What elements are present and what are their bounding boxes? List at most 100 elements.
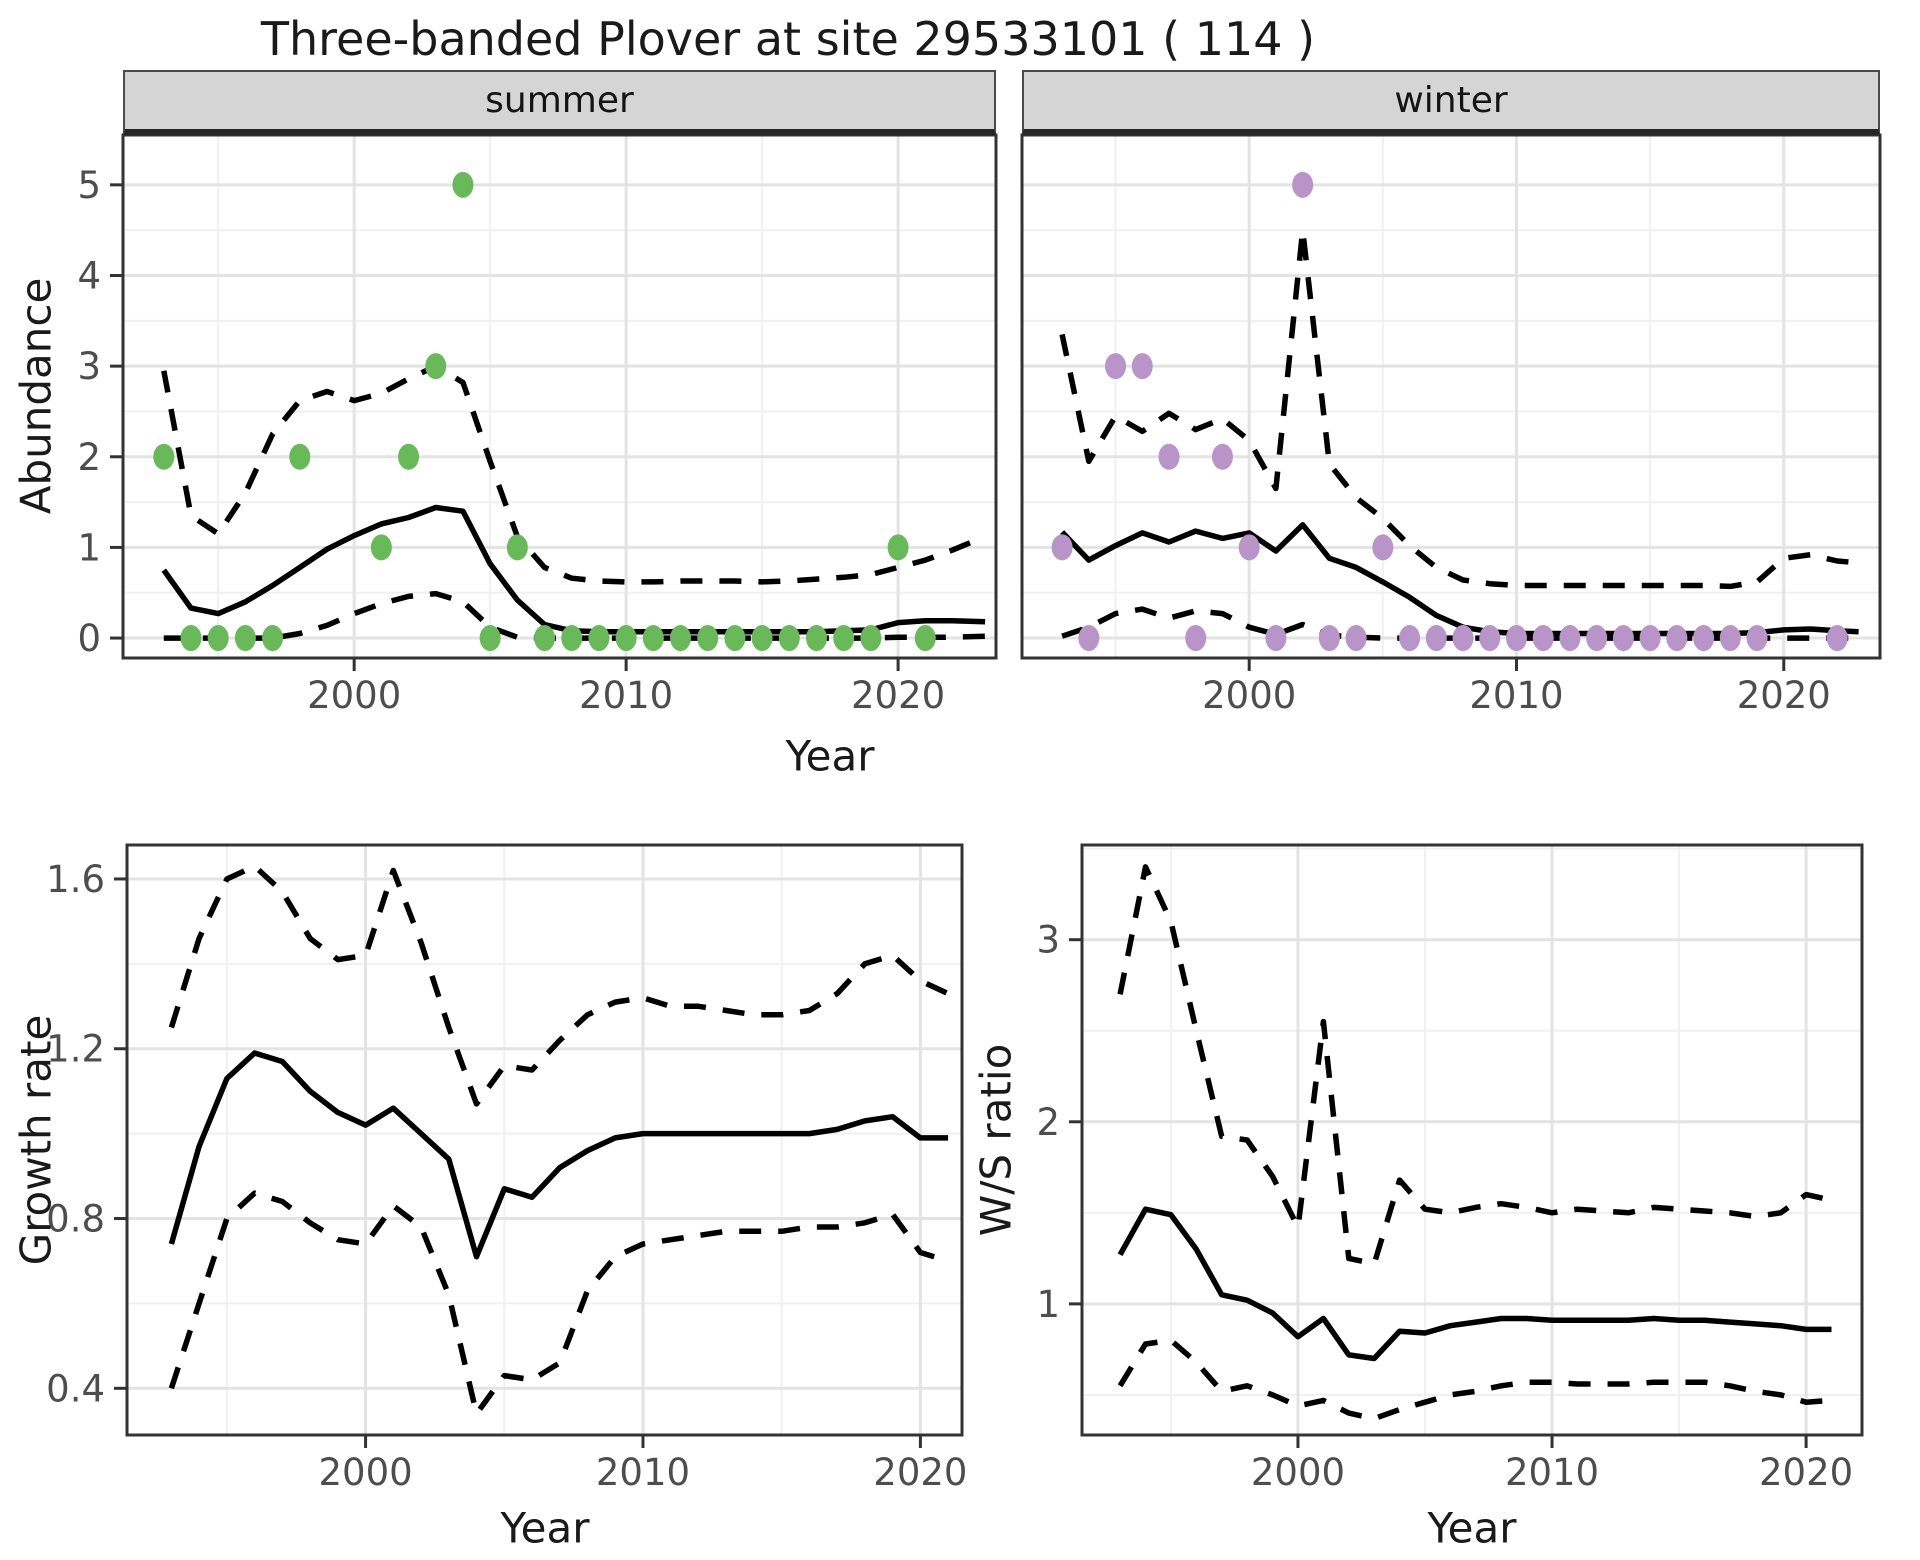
x-axis-title-year-ws: Year <box>1427 1503 1517 1553</box>
series-ci_lower <box>163 590 986 641</box>
tick-label-y: 0.4 <box>46 1367 105 1410</box>
series-fit <box>1117 1206 1832 1362</box>
data-point-winter-1993 <box>1051 534 1073 561</box>
x-axis-title-year-growth: Year <box>500 1503 590 1553</box>
data-point-winter-1998 <box>1185 625 1207 652</box>
data-point-summer-2019 <box>860 625 882 652</box>
data-point-summer-1993 <box>153 443 175 470</box>
data-point-winter-2022 <box>1826 625 1848 652</box>
data-point-summer-2003 <box>425 353 447 380</box>
tick-label-y: 1 <box>77 526 101 569</box>
data-point-winter-2002 <box>1292 171 1314 198</box>
tick-label-y: 1 <box>1036 1283 1060 1326</box>
data-point-winter-1996 <box>1131 353 1153 380</box>
tick-label-x: 2000 <box>307 674 401 717</box>
data-point-winter-2019 <box>1746 625 1768 652</box>
data-point-winter-2013 <box>1586 625 1608 652</box>
data-point-summer-1996 <box>234 625 256 652</box>
data-point-winter-2006 <box>1399 625 1421 652</box>
data-point-winter-2017 <box>1693 625 1715 652</box>
data-point-winter-2012 <box>1559 625 1581 652</box>
panel-winter: 2000 2010 2020 <box>1020 133 1882 717</box>
tick-label-x: 2010 <box>1505 1451 1599 1494</box>
tick-label-y: 2 <box>1036 1101 1060 1144</box>
data-point-summer-2006 <box>506 534 528 561</box>
panel-border <box>125 843 964 1437</box>
data-point-summer-2002 <box>398 443 420 470</box>
data-point-winter-2001 <box>1265 625 1287 652</box>
data-point-summer-1997 <box>262 625 284 652</box>
tick-label-y: 1.2 <box>46 1028 105 1071</box>
tick-label-x: 2000 <box>318 1451 412 1494</box>
panel-growth-rate: 2000 2010 2020 0.4 0.8 1.2 1.6 <box>46 843 967 1494</box>
panel-ws-ratio: 2000 2010 2020 1 2 3 <box>1036 843 1864 1494</box>
panel-border <box>1020 133 1882 660</box>
tick-label-y: 5 <box>77 164 101 207</box>
panel-bg <box>1082 845 1862 1435</box>
data-point-winter-2014 <box>1612 625 1634 652</box>
series-ci_upper <box>1059 227 1859 590</box>
data-point-summer-2008 <box>561 625 583 652</box>
data-point-summer-2021 <box>914 625 936 652</box>
y-axis-title-growth-rate: Growth rate <box>11 1014 61 1266</box>
tick-label-y: 0.8 <box>46 1198 105 1241</box>
tick-label-x: 2000 <box>1251 1451 1345 1494</box>
series-ci_lower <box>168 1190 949 1417</box>
data-point-winter-1999 <box>1211 443 1233 470</box>
panel-bg <box>127 845 962 1435</box>
tick-label-x: 2020 <box>873 1451 967 1494</box>
tick-label-y: 4 <box>77 254 101 297</box>
data-point-summer-2001 <box>370 534 392 561</box>
panel-border <box>1080 843 1864 1437</box>
data-point-summer-1994 <box>180 625 202 652</box>
data-point-winter-2003 <box>1318 625 1340 652</box>
data-point-summer-2015 <box>751 625 773 652</box>
data-point-summer-1998 <box>289 443 311 470</box>
tick-label-x: 2010 <box>596 1451 690 1494</box>
data-point-winter-2009 <box>1479 625 1501 652</box>
tick-label-y: 3 <box>1036 919 1060 962</box>
y-axis-title-abundance: Abundance <box>11 277 61 515</box>
data-point-summer-2012 <box>670 625 692 652</box>
panel-bg <box>123 135 996 658</box>
panel-border <box>121 133 998 660</box>
facet-strip-winter: winter <box>1022 70 1880 135</box>
data-point-summer-2011 <box>642 625 664 652</box>
tick-label-x: 2020 <box>1759 1451 1853 1494</box>
data-point-summer-2018 <box>833 625 855 652</box>
tick-label-x: 2010 <box>579 674 673 717</box>
series-ci_lower <box>1117 1337 1832 1422</box>
data-point-winter-2015 <box>1639 625 1661 652</box>
data-point-winter-2000 <box>1238 534 1260 561</box>
data-point-winter-2011 <box>1532 625 1554 652</box>
tick-label-y: 0 <box>77 617 101 660</box>
data-point-summer-2017 <box>806 625 828 652</box>
data-point-summer-2009 <box>588 625 610 652</box>
data-point-summer-2010 <box>615 625 637 652</box>
chart-title: Three-banded Plover at site 29533101 ( 1… <box>260 12 1316 66</box>
tick-label-y: 2 <box>77 436 101 479</box>
tick-label-x: 2020 <box>1737 674 1831 717</box>
data-point-summer-2020 <box>887 534 909 561</box>
data-point-winter-2004 <box>1345 625 1367 652</box>
data-point-winter-2016 <box>1666 625 1688 652</box>
data-point-winter-1994 <box>1078 625 1100 652</box>
data-point-summer-2005 <box>479 625 501 652</box>
data-point-summer-2013 <box>697 625 719 652</box>
tick-label-x: 2010 <box>1469 674 1563 717</box>
data-point-winter-2018 <box>1719 625 1741 652</box>
panel-summer: 2000 2010 2020 0 1 2 3 4 5 <box>77 133 998 717</box>
tick-label-y: 3 <box>77 345 101 388</box>
panel-bg <box>1022 135 1880 658</box>
tick-label-x: 2020 <box>851 674 945 717</box>
data-point-winter-1997 <box>1158 443 1180 470</box>
data-point-summer-2014 <box>724 625 746 652</box>
data-point-summer-1995 <box>207 625 229 652</box>
data-point-summer-2007 <box>534 625 556 652</box>
series-fit <box>168 1050 949 1260</box>
data-point-winter-2005 <box>1372 534 1394 561</box>
data-point-winter-1995 <box>1105 353 1127 380</box>
y-axis-title-ws-ratio: W/S ratio <box>971 1043 1021 1237</box>
data-point-summer-2016 <box>778 625 800 652</box>
